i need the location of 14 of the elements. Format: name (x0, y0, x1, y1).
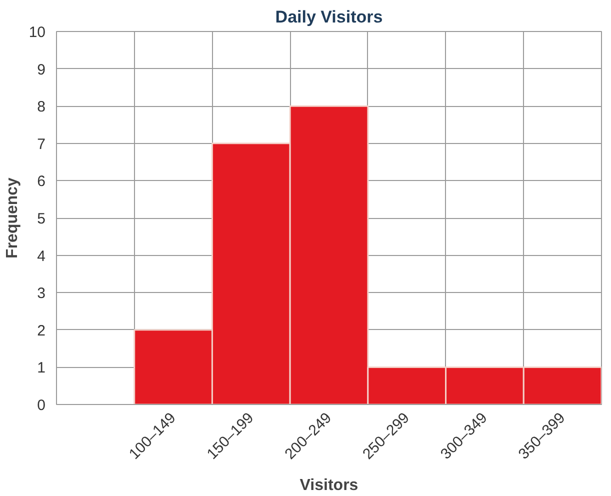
y-tick-label: 0 (37, 397, 46, 414)
y-tick-label: 8 (37, 98, 46, 116)
y-tick-label: 5 (37, 210, 46, 228)
x-axis-title: Visitors (300, 476, 358, 494)
y-tick-label: 10 (28, 24, 46, 41)
y-tick-label: 6 (37, 173, 46, 190)
y-tick-label: 1 (37, 360, 46, 377)
chart-title: Daily Visitors (275, 8, 383, 26)
y-tick-label: 4 (37, 248, 46, 265)
y-axis-title: Frequency (4, 177, 21, 258)
y-tick-label: 3 (37, 285, 46, 302)
y-tick-label: 2 (37, 322, 46, 340)
y-tick-label: 9 (37, 61, 46, 78)
y-tick-label: 7 (37, 136, 46, 153)
